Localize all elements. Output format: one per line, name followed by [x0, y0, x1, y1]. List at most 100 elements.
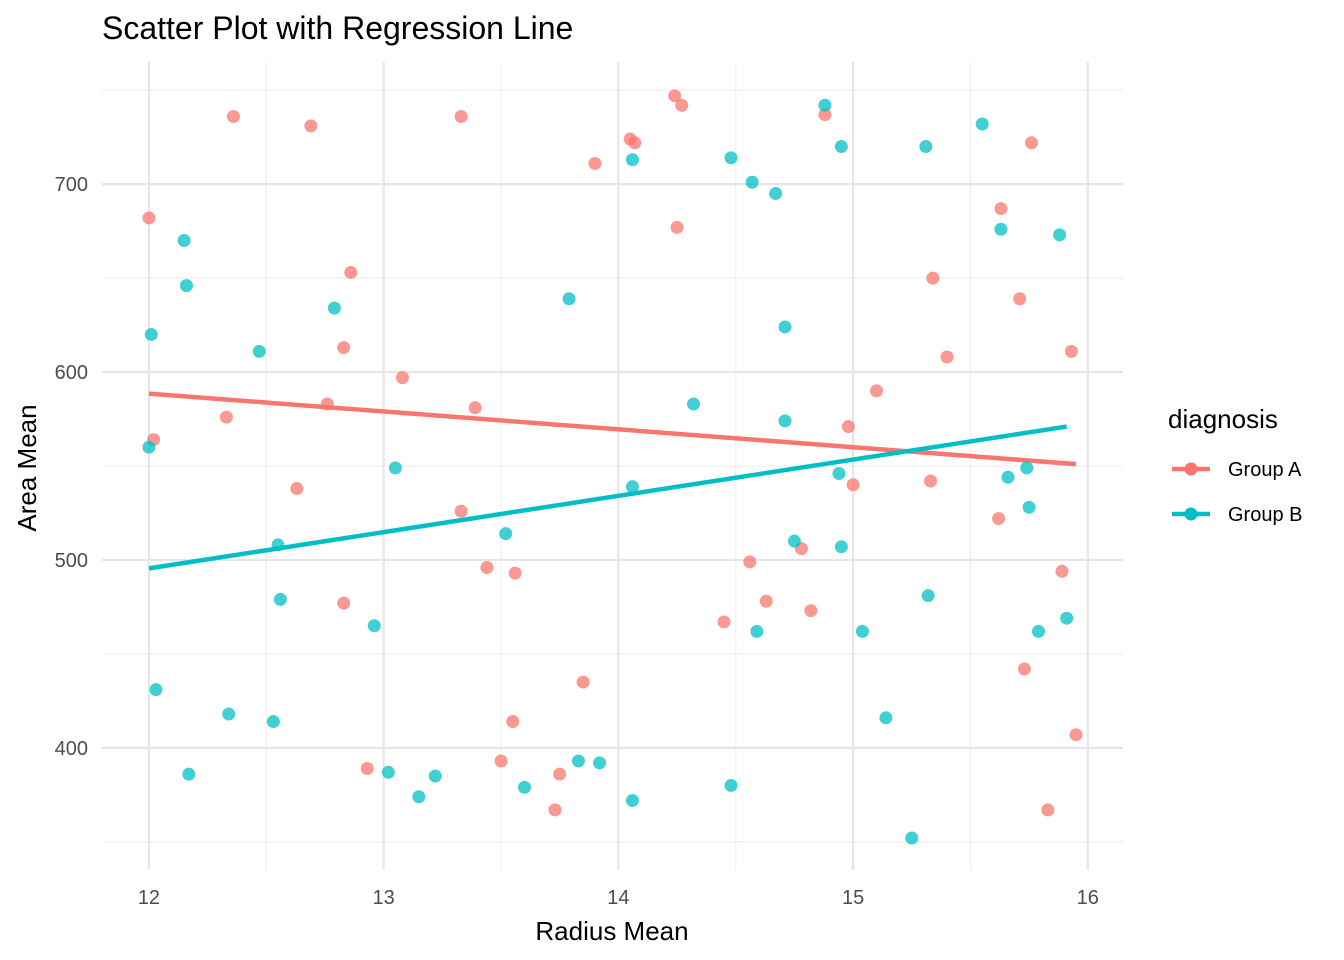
legend-key-point	[1184, 507, 1198, 521]
point-group-a	[304, 119, 318, 133]
point-group-a	[344, 265, 358, 279]
point-group-b	[571, 754, 585, 768]
legend-item-group-a: Group A	[1172, 459, 1302, 481]
point-group-a	[454, 109, 468, 123]
point-group-a	[320, 397, 334, 411]
point-group-b	[179, 279, 193, 293]
point-group-b	[994, 222, 1008, 236]
point-group-a	[994, 202, 1008, 216]
point-group-a	[142, 211, 156, 225]
point-group-a	[1017, 662, 1031, 676]
point-group-a	[670, 220, 684, 234]
y-tick-label: 500	[55, 550, 88, 572]
regression-line-group-b	[148, 424, 1068, 571]
point-group-b	[222, 707, 236, 721]
point-group-b	[975, 117, 989, 131]
point-group-b	[879, 711, 893, 725]
point-group-a	[548, 803, 562, 817]
point-group-b	[1022, 500, 1036, 514]
point-group-a	[846, 478, 860, 492]
point-group-a	[360, 762, 374, 776]
point-group-b	[686, 397, 700, 411]
point-group-a	[759, 594, 773, 608]
point-group-a	[675, 98, 689, 112]
y-tick-label: 400	[55, 738, 88, 760]
point-group-b	[769, 187, 783, 201]
point-group-a	[992, 512, 1006, 526]
legend-label: Group A	[1228, 459, 1302, 481]
point-group-a	[506, 715, 520, 729]
point-group-a	[494, 754, 508, 768]
point-group-a	[454, 504, 468, 518]
point-group-b	[367, 619, 381, 633]
point-group-a	[818, 108, 832, 122]
point-group-b	[428, 769, 442, 783]
point-group-b	[562, 292, 576, 306]
point-group-a	[576, 675, 590, 689]
point-group-a	[926, 271, 940, 285]
legend: diagnosis Group A Group B	[1168, 404, 1302, 526]
point-group-b	[625, 480, 639, 494]
point-group-b	[381, 765, 395, 779]
data-points	[142, 89, 1083, 845]
y-axis-ticks: 400 500 600 700	[55, 174, 88, 760]
y-axis-title: Area Mean	[12, 404, 42, 531]
point-group-b	[905, 831, 919, 845]
point-group-a	[717, 615, 731, 629]
point-group-b	[1001, 470, 1015, 484]
point-group-b	[149, 683, 163, 697]
point-group-b	[517, 780, 531, 794]
point-group-a	[588, 156, 602, 170]
point-group-b	[144, 327, 158, 341]
point-group-b	[182, 767, 196, 781]
legend-key-point	[1184, 462, 1198, 476]
point-group-b	[625, 793, 639, 807]
point-group-a	[1041, 803, 1055, 817]
point-group-a	[628, 136, 642, 150]
x-tick-label: 16	[1077, 887, 1099, 909]
point-group-b	[327, 301, 341, 315]
point-group-b	[252, 344, 266, 358]
point-group-b	[593, 756, 607, 770]
point-group-a	[290, 482, 304, 496]
point-group-a	[668, 89, 682, 103]
x-tick-label: 14	[607, 887, 629, 909]
x-axis-ticks: 12 13 14 15 16	[138, 887, 1099, 909]
point-group-b	[142, 440, 156, 454]
point-group-a	[508, 566, 522, 580]
point-group-a	[870, 384, 884, 398]
point-group-a	[337, 596, 351, 610]
regression-lines	[148, 391, 1077, 571]
legend-label: Group B	[1228, 504, 1302, 526]
legend-item-group-b: Group B	[1172, 504, 1302, 526]
point-group-a	[226, 109, 240, 123]
point-group-b	[919, 140, 933, 154]
regression-line-group-a	[148, 391, 1077, 467]
x-axis-title: Radius Mean	[535, 916, 688, 946]
point-group-b	[177, 234, 191, 248]
point-group-b	[724, 151, 738, 165]
point-group-a	[1013, 292, 1027, 306]
point-group-b	[271, 538, 285, 552]
point-group-a	[743, 555, 757, 569]
point-group-a	[553, 767, 567, 781]
point-group-b	[834, 140, 848, 154]
point-group-b	[273, 592, 287, 606]
point-group-a	[219, 410, 233, 424]
point-group-b	[832, 467, 846, 481]
point-group-b	[266, 715, 280, 729]
y-tick-label: 700	[55, 174, 88, 196]
point-group-a	[480, 560, 494, 574]
point-group-a	[1024, 136, 1038, 150]
grid	[102, 62, 1123, 870]
point-group-b	[388, 461, 402, 475]
point-group-b	[1053, 228, 1067, 242]
point-group-b	[818, 98, 832, 112]
x-tick-label: 13	[373, 887, 395, 909]
point-group-a	[924, 474, 938, 488]
point-group-b	[750, 624, 764, 638]
point-group-a	[841, 420, 855, 434]
point-group-b	[412, 790, 426, 804]
point-group-a	[395, 371, 409, 385]
point-group-b	[745, 175, 759, 189]
